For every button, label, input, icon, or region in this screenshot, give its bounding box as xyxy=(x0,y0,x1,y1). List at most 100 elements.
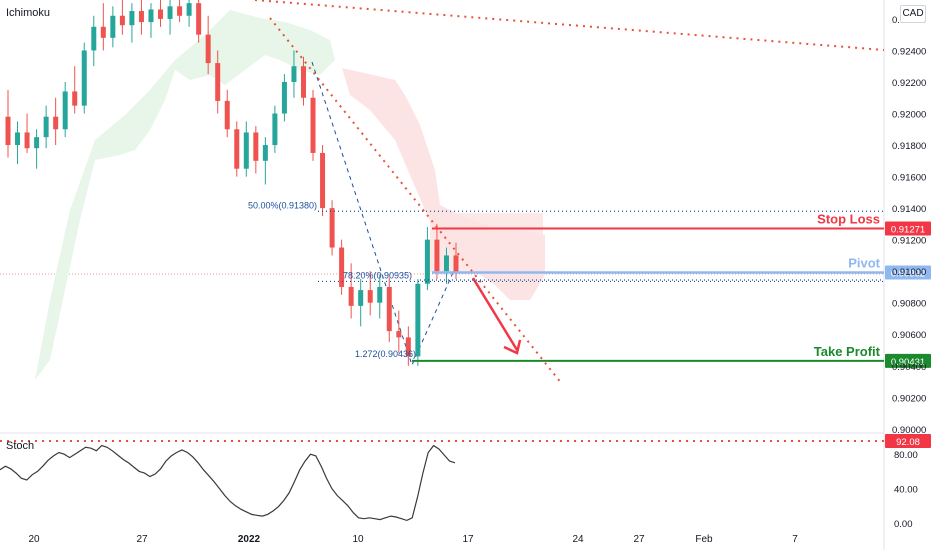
upper-trendline xyxy=(254,0,885,51)
candle-body xyxy=(177,6,183,16)
candle-body xyxy=(291,66,297,82)
time-tick-label: 7 xyxy=(792,534,798,545)
candle-body xyxy=(24,132,30,149)
stoch-label: Stoch xyxy=(6,440,35,452)
candle-body xyxy=(358,290,364,306)
time-tick-label: Feb xyxy=(695,534,713,545)
time-tick-label: 10 xyxy=(352,534,364,545)
indicator-label: Ichimoku xyxy=(6,7,51,19)
time-tick-label: 20 xyxy=(28,534,40,545)
fib-annotation: 1.272(0.90436) xyxy=(355,349,416,359)
price-tick-label: 0.91000 xyxy=(892,267,926,278)
stoch-tick-label: 0.00 xyxy=(894,519,913,530)
candle-body xyxy=(367,290,373,303)
candlesticks xyxy=(5,0,459,366)
stop-loss-price-text: 0.91271 xyxy=(891,224,925,235)
candle-body xyxy=(300,66,306,98)
candle-body xyxy=(320,152,326,209)
candle-body xyxy=(34,137,40,149)
candle-body xyxy=(129,11,135,26)
candle-body xyxy=(186,3,192,16)
fib-annotation: 50.00%(0.91380) xyxy=(248,200,317,210)
stop-loss-price-tag xyxy=(885,221,931,236)
candle-body xyxy=(348,286,354,306)
time-tick-label: 27 xyxy=(136,534,148,545)
price-tick-label: 0.92400 xyxy=(892,46,926,57)
candle-body xyxy=(272,113,278,146)
take-profit-price-text: 0.90431 xyxy=(891,357,925,368)
price-tick-label: 0.92000 xyxy=(892,110,926,121)
candle-body xyxy=(158,9,164,19)
candle-body xyxy=(415,283,421,357)
candle-body xyxy=(329,208,335,248)
candle-body xyxy=(167,6,173,19)
take-profit-label: Take Profit xyxy=(814,344,881,359)
trendlines xyxy=(254,0,885,385)
candle-body xyxy=(224,100,230,130)
candle-body xyxy=(81,50,87,106)
projection-arrow-head xyxy=(503,339,522,355)
pivot-price-text: 0.90992 xyxy=(891,268,925,279)
candle-body xyxy=(453,255,459,273)
candle-body xyxy=(215,63,221,101)
stoch-overbought-text: 92.08 xyxy=(896,437,920,448)
candle-body xyxy=(15,132,21,146)
candle-body xyxy=(196,3,202,35)
price-tick-label: 0.91800 xyxy=(892,141,926,152)
price-tick-label: 0.90400 xyxy=(892,362,926,373)
take-profit-price-tag xyxy=(885,353,931,368)
candle-body xyxy=(424,239,430,284)
candle-body xyxy=(281,81,287,114)
candle-body xyxy=(62,91,68,130)
candle-body xyxy=(386,286,392,332)
stoch-overbought-tag xyxy=(885,434,931,448)
candle-body xyxy=(43,116,49,138)
time-tick-label: 24 xyxy=(572,534,584,545)
currency-badge[interactable]: CAD xyxy=(900,5,926,23)
fib-annotation: 78.20%(0.90935) xyxy=(343,270,412,280)
time-tick-label: 2022 xyxy=(238,534,261,545)
candle-body xyxy=(434,239,440,272)
candle-body xyxy=(396,331,402,338)
candle-body xyxy=(310,97,316,153)
candle-body xyxy=(253,132,259,161)
candle-body xyxy=(138,11,144,23)
cloud-green xyxy=(35,10,335,380)
stoch-tick-label: 40.00 xyxy=(894,485,918,496)
candle-body xyxy=(119,15,125,26)
price-tick-label: 0.90200 xyxy=(892,393,926,404)
candle-body xyxy=(262,145,268,161)
pivot-price-tag xyxy=(885,265,931,280)
candle-body xyxy=(72,91,78,106)
candle-body xyxy=(339,247,345,287)
candle-body xyxy=(243,132,249,169)
price-tick-label: 0.90800 xyxy=(892,299,926,310)
descending-trendline xyxy=(269,17,563,385)
stoch-tick-label: 80.00 xyxy=(894,450,918,461)
price-levels: 50.00%(0.91380) 78.20%(0.90935) 1.272(0.90… xyxy=(248,200,931,368)
fib-swing-lines xyxy=(311,61,456,367)
stoch-line xyxy=(0,444,456,522)
price-tick-label: 0.90000 xyxy=(892,425,926,436)
candle-body xyxy=(100,26,106,38)
projection-arrow-line xyxy=(471,277,519,351)
price-tick-label: 0.90600 xyxy=(892,330,926,341)
time-tick-label: 17 xyxy=(462,534,474,545)
candle-body xyxy=(110,15,116,38)
candle-body xyxy=(91,26,97,51)
time-tick-label: 27 xyxy=(633,534,645,545)
candle-body xyxy=(234,129,240,169)
price-tick-label: 0.91400 xyxy=(892,204,926,215)
ichimoku-cloud xyxy=(35,10,545,380)
background-layer xyxy=(0,0,885,550)
stop-loss-label: Stop Loss xyxy=(817,211,880,226)
candle-body xyxy=(443,255,449,272)
candle-body xyxy=(205,34,211,64)
stochastic-pane: 92.08 xyxy=(0,434,931,522)
candle-body xyxy=(148,9,154,23)
candle-body xyxy=(377,286,383,303)
candle-body xyxy=(405,337,411,357)
price-tick-label: 0.92200 xyxy=(892,78,926,89)
